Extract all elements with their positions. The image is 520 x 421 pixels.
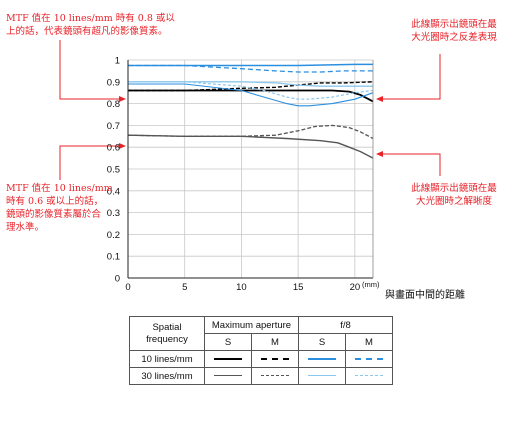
- legend-swatch-f8-30-m: [345, 367, 393, 385]
- series-line-max_30_S: [127, 134, 374, 159]
- arrow-head-top-right: [376, 96, 383, 102]
- legend-swatch-f8-30-s: [298, 367, 346, 385]
- y-tick-label: 0.7: [107, 121, 120, 132]
- arrow-bottom-right: [383, 153, 441, 176]
- legend-swatch-max-30-m: [251, 367, 299, 385]
- legend-swatch-f8-10-m: [345, 350, 393, 368]
- arrow-top-right: [383, 54, 441, 100]
- x-tick-label: 10: [236, 282, 247, 293]
- y-tick-label: 0.1: [107, 252, 120, 263]
- arrow-top-left: [59, 40, 120, 100]
- x-tick-label: 15: [293, 282, 304, 293]
- y-tick-label: 0.6: [107, 143, 120, 154]
- y-tick-label: 0: [115, 274, 120, 285]
- annotation-bottom-right: 此線顯示出鏡頭在最 大光圈時之解晰度: [411, 183, 497, 207]
- y-tick-label: 0.8: [107, 99, 120, 110]
- chart-series: [127, 63, 374, 159]
- y-tick-label: 1: [115, 56, 120, 67]
- annotation-arrows: [59, 40, 441, 180]
- y-tick-label: 0.2: [107, 230, 120, 241]
- legend-header-f8: f/8: [298, 316, 393, 334]
- series-line-f8_10_M: [128, 64, 373, 73]
- x-tick-label: 5: [182, 282, 187, 293]
- legend-row-10: 10 lines/mm: [129, 350, 205, 368]
- arrow-bottom-left: [59, 145, 120, 180]
- legend-row-30: 30 lines/mm: [129, 367, 205, 385]
- arrow-head-top-left: [119, 96, 126, 102]
- legend-col-s: S: [204, 333, 252, 351]
- x-axis-label: 與畫面中間的距離: [385, 288, 465, 301]
- legend-header-max-aperture: Maximum aperture: [204, 316, 299, 334]
- chart-axes: 00.10.20.30.40.50.60.70.80.910 5 10 15 20: [107, 56, 374, 293]
- series-line-f8_30_S: [128, 81, 373, 87]
- arrow-head-bottom-right: [376, 151, 383, 157]
- legend-swatch-f8-10-s: [298, 350, 346, 368]
- legend-header-frequency: Spatial frequency: [129, 316, 205, 351]
- y-tick-label: 0.5: [107, 165, 120, 176]
- x-tick-label: 0: [125, 282, 130, 293]
- y-tick-label: 0.3: [107, 208, 120, 219]
- arrow-head-bottom-left: [119, 143, 126, 149]
- series-line-f8_30_M: [128, 81, 374, 100]
- legend-swatch-max-10-s: [204, 350, 252, 368]
- legend-swatch-max-10-m: [251, 350, 299, 368]
- legend-table: Spatial frequency Maximum aperture f/8 S…: [129, 316, 393, 385]
- series-line-f8_10_S_low: [128, 83, 374, 107]
- legend-col-s: S: [298, 333, 346, 351]
- x-tick-label: 20: [350, 282, 361, 293]
- series-line-f8_10_S: [128, 63, 373, 67]
- legend-col-m: M: [251, 333, 299, 351]
- x-axis-unit: (mm): [362, 280, 380, 289]
- annotation-top-left: MTF 值在 10 lines/mm 時有 0.8 或以 上的話，代表鏡頭有超凡…: [6, 13, 175, 37]
- y-tick-label: 0.4: [107, 186, 120, 197]
- annotation-bottom-left: MTF 值在 10 lines/mm 時有 0.6 或以上的話， 鏡頭的影像質素…: [6, 183, 113, 233]
- legend-col-m: M: [345, 333, 393, 351]
- legend-swatch-max-30-s: [204, 367, 252, 385]
- y-tick-label: 0.9: [107, 77, 120, 88]
- annotation-top-right: 此線顯示出鏡頭在最 大光圈時之反差表現: [411, 19, 497, 43]
- series-line-max_10_S: [128, 89, 374, 103]
